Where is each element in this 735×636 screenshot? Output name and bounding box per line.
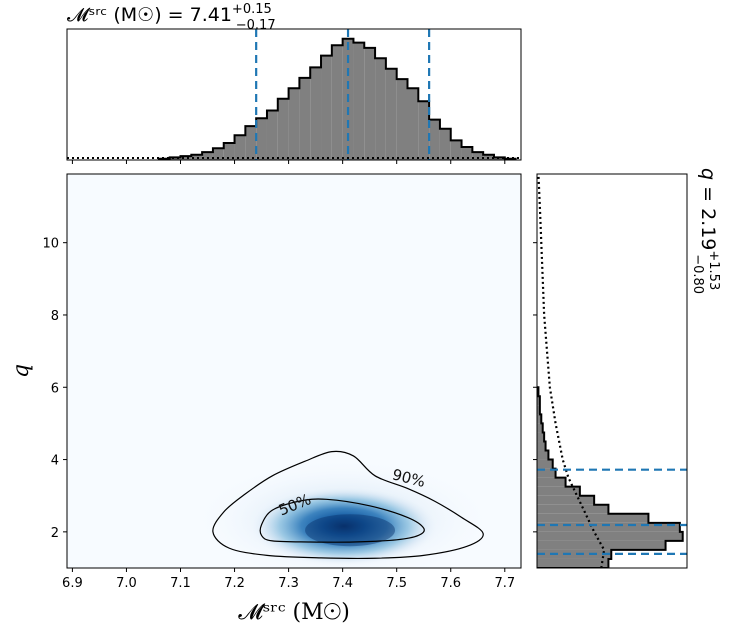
x-tick-label: 7.2 [224,576,245,591]
y-tick-label: 6 [51,381,59,396]
x-tick-label: 7.5 [386,576,407,591]
y-tick-label: 2 [51,526,59,541]
q-hist-bar [537,450,549,460]
y-axis-label: q [9,364,34,378]
chirp-mass-title: 𝓜ˢʳᶜ (M☉) = 7.41+0.15 −0.17 [67,2,276,33]
contour-90-percent [212,450,484,560]
q-hist-bar [537,504,609,514]
q-hist-bar [537,495,595,505]
q-hist-bar [537,531,683,541]
q-hist-bar [537,414,542,424]
q-hist-outline [537,386,684,568]
chirp-mass-hist-bar [223,143,235,160]
chirp-mass-hist-bar [299,77,311,160]
chirp-mass-hist-bar [169,157,181,160]
q-hist-bar [537,549,612,559]
chirp-mass-hist-bar [310,67,322,160]
q-title: q = 2.19+1.53−0.80 [690,168,721,294]
chirp-mass-title-prefix: 𝓜ˢʳᶜ (M☉) = [67,4,190,26]
x-tick-label: 7.7 [494,576,515,591]
chirp-mass-hist-bar [439,128,451,160]
chirp-mass-hist-bar [256,118,267,160]
q-hist-bar [537,459,553,469]
q-hist-bar [537,423,543,433]
q-hist-bar [537,396,540,406]
chirp-mass-hist-bar [180,156,192,160]
q-hist-bar [537,540,666,550]
chirp-mass-hist-bar [429,119,440,160]
chirp-mass-hist-bar [288,88,300,160]
chirp-mass-hist-bar [202,152,213,160]
chirp-mass-hist-bar [364,47,376,160]
chirp-mass-hist-bar [331,45,343,160]
y-tick-label: 8 [51,309,59,324]
chirp-mass-hist-bar [396,79,408,160]
chirp-mass-title-value: 7.41 [190,4,232,26]
y-tick-label: 10 [42,237,59,252]
q-title-prefix: q = [697,168,719,208]
q-title-plus: +1.53 [706,250,721,290]
chirp-mass-hist-bar [407,88,419,160]
density-peak [305,514,396,547]
x-tick-label: 7.4 [332,576,353,591]
chirp-mass-hist-bar [191,154,203,160]
chirp-mass-hist-bar [385,68,397,160]
chirp-mass-title-minus: −0.17 [236,18,276,33]
q-title-value: 2.19 [697,208,719,250]
chirp-mass-hist-bar [472,152,484,160]
chirp-mass-title-plus: +0.15 [232,2,272,17]
chirp-mass-marginal-panel: 𝓜ˢʳᶜ (M☉) = 7.41+0.15 −0.17 [66,2,522,164]
q-hist-bar [537,558,609,568]
q-hist-bar [537,468,556,478]
chirp-mass-hist-bar [493,157,505,160]
q-hist-bar [537,486,580,496]
q-hist-bar [537,522,680,532]
q-hist-bar [537,432,545,442]
chirp-mass-hist-bar [321,55,332,160]
y-tick-label: 4 [51,454,59,469]
chirp-mass-hist-bar [450,140,462,160]
q-marginal-frame [536,173,688,569]
chirp-mass-marginal-frame [66,28,522,161]
q-hist-bar [537,477,566,487]
contour-50-percent [259,498,425,543]
q-hist-bar [537,513,649,523]
chirp-mass-hist-bar [461,146,473,160]
x-tick-label: 7.0 [116,576,137,591]
q-hist-bar [537,441,546,451]
chirp-mass-hist-bar [418,101,430,160]
x-axis-label: 𝓜ˢʳᶜ (M☉) [238,600,350,625]
q-marginal-panel: q = 2.19+1.53−0.80 [533,168,721,569]
q-title-minus: −0.80 [690,254,705,294]
chirp-mass-hist-bar [245,126,257,160]
chirp-mass-hist-bar [212,148,224,160]
q-hist-bar [537,405,540,415]
x-tick-label: 7.1 [170,576,191,591]
chirp-mass-hist-bar [266,110,278,160]
x-tick-label: 6.9 [62,576,83,591]
chirp-mass-hist-bar [277,98,289,160]
chirp-mass-hist-bar [234,135,246,160]
joint-density-panel: 50%90% 6.9 7.0 7.1 7.2 7.3 7.4 7.5 7.6 7.7 24681… [9,173,522,625]
x-tick-label: 7.6 [440,576,461,591]
joint-density-frame [66,173,522,569]
chirp-mass-hist-bar [375,58,386,160]
x-tick-label: 7.3 [278,576,299,591]
density-core [249,486,440,567]
chirp-mass-hist-bar [353,42,365,160]
chirp-mass-hist-outline [157,37,517,160]
